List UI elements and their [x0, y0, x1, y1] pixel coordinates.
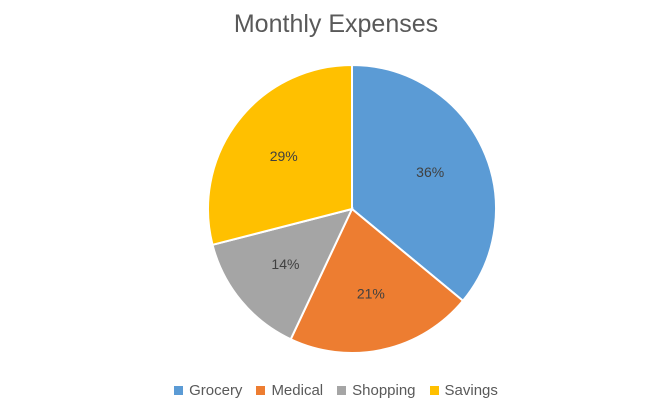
legend-label-shopping: Shopping: [352, 382, 416, 399]
pie-slice-grocery: [351, 63, 497, 303]
pie-slice-medical: [289, 207, 465, 354]
legend-item-medical: Medical: [256, 382, 323, 399]
data-label-medical: 21%: [357, 285, 385, 301]
legend-swatch-grocery: [174, 386, 184, 395]
legend-label-grocery: Grocery: [189, 382, 243, 399]
legend-swatch-savings: [429, 386, 439, 395]
data-label-savings: 29%: [270, 148, 298, 164]
legend-label-medical: Medical: [271, 382, 324, 399]
chart-title: Monthly Expenses: [233, 10, 439, 38]
legend: Grocery Medical Shopping Savings: [0, 382, 672, 399]
legend-item-shopping: Shopping: [337, 382, 416, 399]
legend-label-savings: Savings: [444, 382, 498, 399]
data-label-grocery: 36%: [416, 164, 444, 180]
legend-swatch-medical: [256, 386, 266, 395]
legend-item-savings: Savings: [429, 382, 498, 399]
pie-slice-shopping: [211, 207, 354, 341]
legend-swatch-shopping: [337, 386, 347, 395]
pie-slice-savings: [207, 63, 353, 247]
data-label-shopping: 14%: [271, 256, 299, 272]
legend-item-grocery: Grocery: [174, 382, 242, 399]
